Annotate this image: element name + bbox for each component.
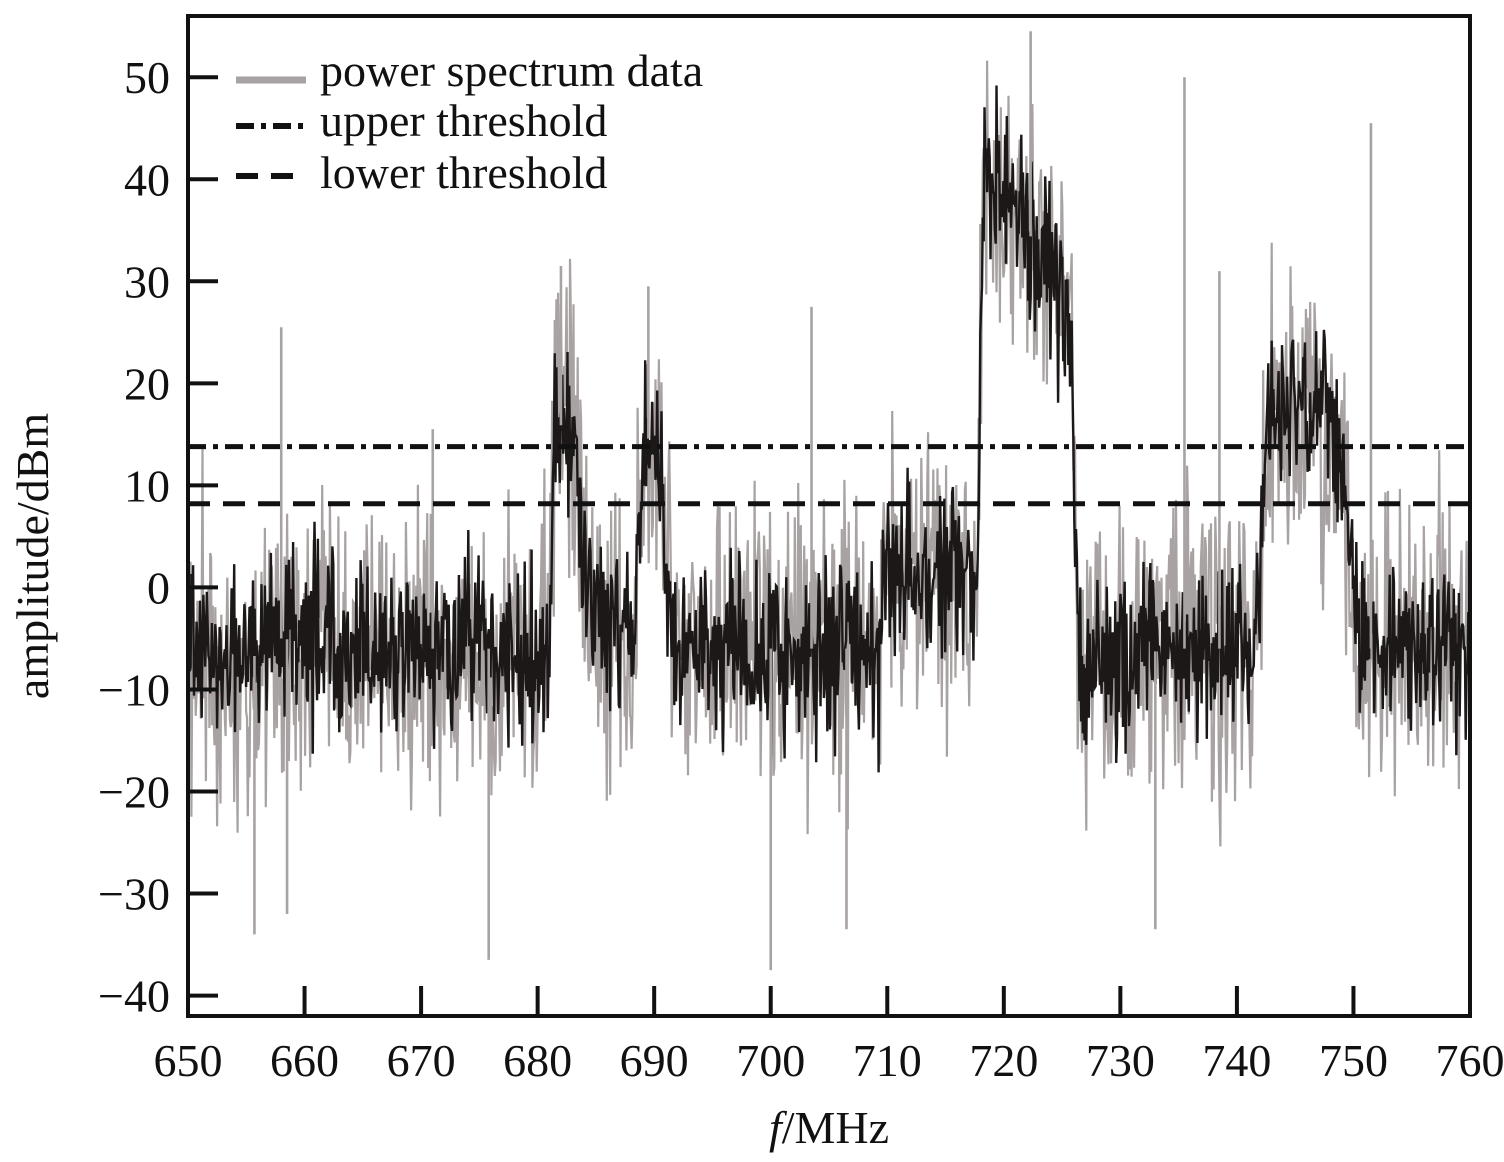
x-tick-label: 650 bbox=[154, 1035, 223, 1086]
y-axis-title: amplitude/dBm bbox=[7, 413, 58, 699]
x-tick-label: 670 bbox=[387, 1035, 456, 1086]
y-tick-label: 40 bbox=[124, 154, 170, 205]
y-tick-label: −10 bbox=[98, 664, 170, 715]
legend-label-power-spectrum: power spectrum data bbox=[320, 45, 703, 96]
y-tick-label: 10 bbox=[124, 460, 170, 511]
legend-label-lower-threshold: lower threshold bbox=[320, 147, 607, 198]
threshold-lines bbox=[188, 444, 1470, 507]
x-tick-label: 700 bbox=[736, 1035, 805, 1086]
x-tick-label: 680 bbox=[503, 1035, 572, 1086]
y-tick-label: −40 bbox=[98, 971, 170, 1022]
y-tick-label: −20 bbox=[98, 767, 170, 818]
y-tick-label: 20 bbox=[124, 358, 170, 409]
x-tick-label: 690 bbox=[620, 1035, 689, 1086]
y-tick-label: 0 bbox=[147, 562, 170, 613]
x-tick-label: 740 bbox=[1202, 1035, 1271, 1086]
plot-frame bbox=[186, 14, 1472, 1018]
y-tick-label: 50 bbox=[124, 52, 170, 103]
x-tick-label: 720 bbox=[969, 1035, 1038, 1086]
y-tick-label: −30 bbox=[98, 869, 170, 920]
x-axis-title-unit: /MHz bbox=[782, 1102, 889, 1153]
x-axis: 650 660 670 680 690 700 710 720 730 740 750 760 bbox=[154, 986, 1504, 1086]
y-tick-label: 30 bbox=[124, 256, 170, 307]
x-tick-label: 750 bbox=[1319, 1035, 1388, 1086]
legend: power spectrum data upper threshold lowe… bbox=[236, 45, 703, 198]
plot-data-layer bbox=[186, 31, 1472, 971]
x-tick-label: 760 bbox=[1436, 1035, 1504, 1086]
power-spectrum-trace-dark bbox=[186, 85, 1472, 773]
x-axis-title: f/MHz bbox=[769, 1102, 889, 1153]
x-tick-label: 660 bbox=[270, 1035, 339, 1086]
y-axis: 50 40 30 20 10 0 −10 −20 −30 −40 bbox=[98, 52, 218, 1022]
x-tick-label: 730 bbox=[1086, 1035, 1155, 1086]
x-tick-label: 710 bbox=[853, 1035, 922, 1086]
legend-label-upper-threshold: upper threshold bbox=[320, 95, 607, 146]
